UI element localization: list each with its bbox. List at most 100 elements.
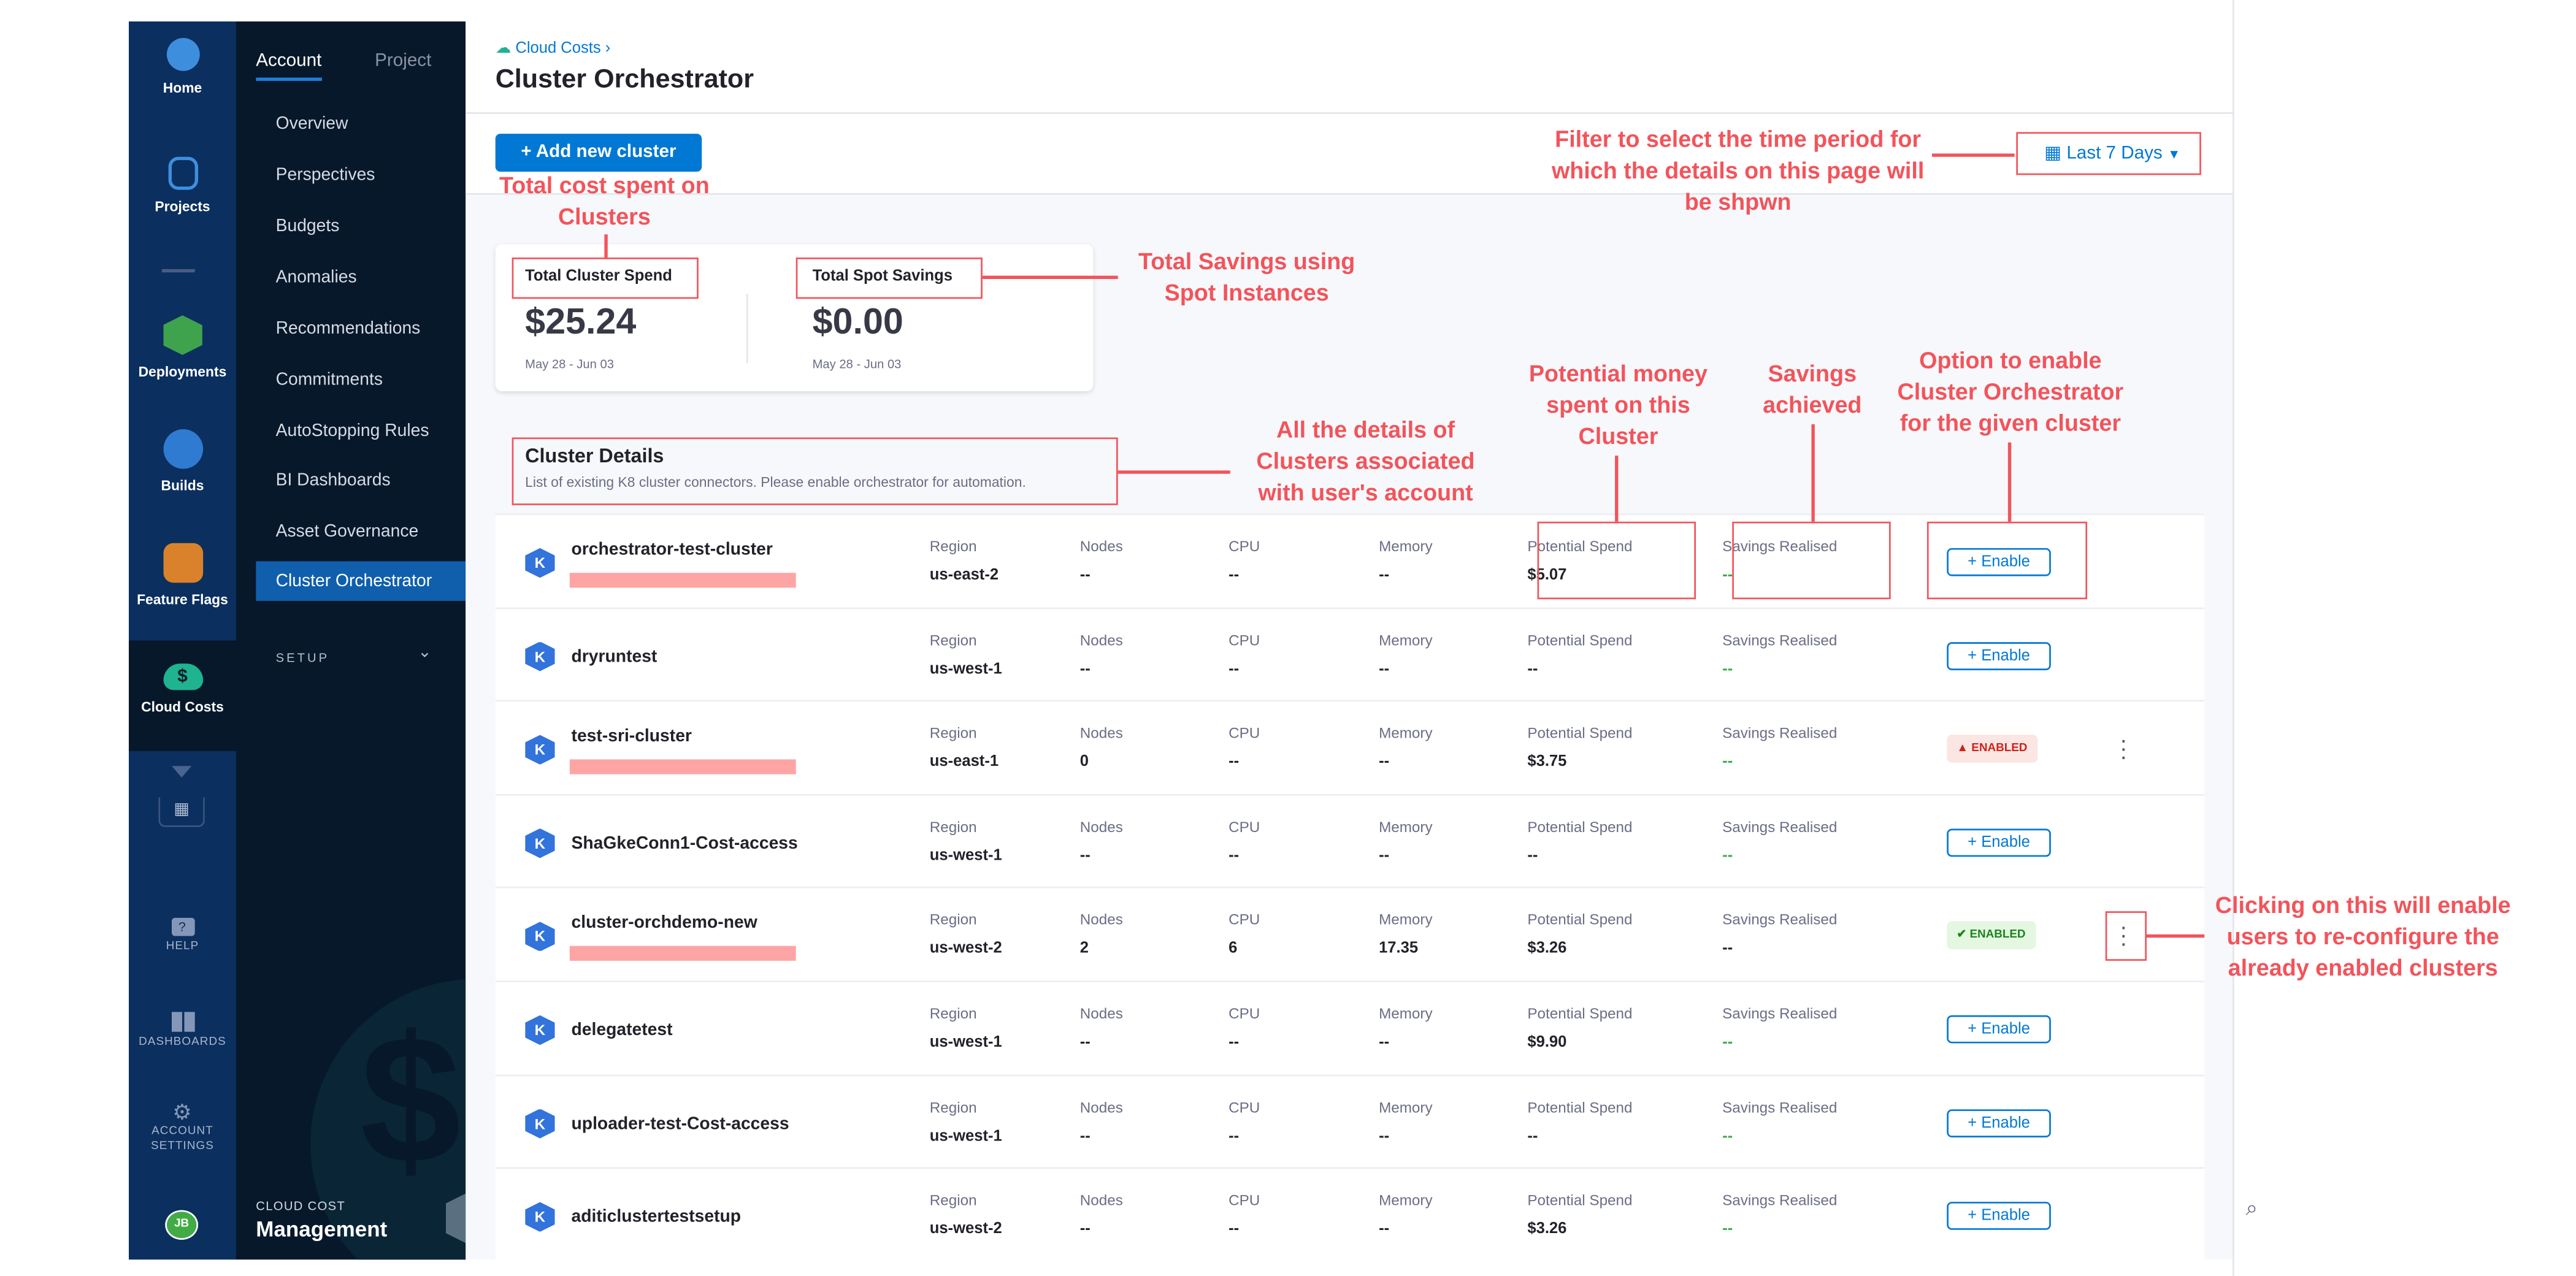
cluster-name[interactable]: dryruntest — [571, 646, 657, 667]
annotation-box — [1537, 521, 1696, 600]
sidebar-item-commitments[interactable]: Commitments — [275, 370, 383, 390]
sidebar-item-asset-governance[interactable]: Asset Governance — [275, 521, 419, 542]
cluster-name[interactable]: uploader-test-Cost-access — [571, 1114, 789, 1134]
cell-savings: Savings Realised -- — [1722, 1099, 1837, 1145]
cluster-name[interactable]: delegatetest — [571, 1020, 673, 1041]
enable-button[interactable]: + Enable — [1947, 641, 2051, 670]
cell-value: 6 — [1229, 939, 1238, 958]
main-nav-rail: Home Projects Deployments Builds Feature… — [128, 21, 236, 1260]
breadcrumb-link[interactable]: Cloud Costs — [515, 39, 601, 58]
cell-label: Savings Realised — [1722, 1098, 1838, 1115]
sidebar-item-recommendations[interactable]: Recommendations — [275, 318, 421, 338]
more-options-icon[interactable]: · · · — [2119, 727, 2128, 770]
cluster-name[interactable]: ShaGkeConn1-Cost-access — [571, 833, 798, 854]
enable-button[interactable]: + Enable — [1947, 548, 2051, 576]
nav-projects[interactable]: Projects — [129, 156, 236, 215]
cell-value: us-west-2 — [929, 1220, 1002, 1239]
chat-support-icon[interactable]: ⌕ — [2245, 1195, 2258, 1220]
all-modules-grid-icon[interactable]: ▦ — [158, 797, 205, 827]
cell-label: Region — [929, 538, 977, 555]
nav-dashboards[interactable]: DASHBOARDS — [129, 1012, 236, 1049]
cluster-name[interactable]: orchestrator-test-cluster — [571, 540, 773, 560]
page-title: Cluster Orchestrator — [495, 66, 754, 94]
add-new-cluster-button[interactable]: + Add new cluster — [495, 134, 702, 172]
nav-help[interactable]: ? HELP — [129, 917, 236, 952]
cell-value: -- — [1079, 846, 1091, 865]
cell-value: -- — [1079, 1033, 1091, 1052]
cell-value: -- — [1722, 1033, 1733, 1052]
warning-icon: ▲ — [1957, 743, 1969, 755]
annotation-potential: Potential money spent on this Cluster — [1528, 359, 1708, 449]
divider — [2232, 0, 2234, 1276]
collapse-sidebar-button[interactable] — [445, 1193, 466, 1244]
sidebar-item-anomalies[interactable]: Anomalies — [275, 267, 357, 288]
cell-label: Memory — [1379, 1192, 1433, 1209]
nav-home[interactable]: Home — [129, 31, 236, 96]
enabled-badge: ✔ ENABLED — [1947, 922, 2036, 950]
enable-button[interactable]: + Enable — [1947, 828, 2051, 857]
setup-section[interactable]: SETUP — [275, 650, 330, 665]
sidebar-item-overview[interactable]: Overview — [275, 113, 348, 134]
nav-cloud-costs-selected[interactable]: $ Cloud Costs — [128, 640, 236, 751]
cell-label: Region — [929, 1098, 977, 1115]
feature-flags-icon — [163, 543, 202, 583]
nav-deployments[interactable]: Deployments — [129, 315, 236, 380]
chevron-down-icon[interactable]: ⌄ — [418, 643, 432, 662]
cluster-name[interactable]: test-sri-cluster — [571, 727, 692, 747]
sidebar-item-autostopping[interactable]: AutoStopping Rules — [275, 421, 429, 441]
cell-memory: Memory -- — [1379, 632, 1433, 678]
date-filter-value: Last 7 Days — [2066, 143, 2163, 164]
enable-button[interactable]: + Enable — [1947, 1015, 2051, 1044]
cell-cpu: CPU -- — [1229, 819, 1260, 865]
cell-value: -- — [1722, 846, 1733, 865]
annotation-arrow — [1615, 456, 1618, 522]
cell-label: Nodes — [1079, 538, 1123, 555]
cell-cpu: CPU -- — [1229, 1192, 1260, 1238]
badge-text: ENABLED — [1969, 930, 2026, 942]
enable-button[interactable]: + Enable — [1947, 1202, 2051, 1231]
kubernetes-icon: K — [525, 922, 555, 952]
cell-spend: Potential Spend -- — [1527, 819, 1632, 865]
expand-more-icon[interactable] — [171, 766, 192, 778]
spot-savings-label: Total Spot Savings — [812, 267, 953, 286]
sidebar-item-budgets[interactable]: Budgets — [275, 216, 340, 236]
cell-label: Potential Spend — [1527, 538, 1633, 555]
cell-label: Savings Realised — [1722, 818, 1838, 835]
cell-nodes: Nodes -- — [1080, 632, 1123, 678]
cell-nodes: Nodes -- — [1080, 819, 1123, 865]
cell-label: Nodes — [1079, 1005, 1123, 1022]
cell-memory: Memory -- — [1379, 1099, 1433, 1145]
cell-value: $3.26 — [1527, 939, 1567, 958]
divider — [746, 294, 748, 364]
cell-label: Region — [929, 1192, 977, 1209]
cell-spend: Potential Spend $3.75 — [1527, 725, 1632, 771]
nav-builds[interactable]: Builds — [129, 429, 236, 494]
cell-label: Region — [929, 1005, 977, 1022]
cell-label: Nodes — [1079, 1192, 1123, 1209]
cell-spend: Potential Spend $3.26 — [1527, 1192, 1632, 1238]
sidebar-item-cluster-orchestrator[interactable]: Cluster Orchestrator — [256, 561, 466, 601]
cluster-name[interactable]: aditiclustertestsetup — [571, 1207, 742, 1227]
cell-value: -- — [1527, 659, 1538, 678]
sidebar-item-perspectives[interactable]: Perspectives — [275, 165, 375, 185]
cell-label: Nodes — [1079, 912, 1123, 929]
tab-account[interactable]: Account — [256, 51, 322, 81]
avatar[interactable]: JB — [165, 1210, 199, 1240]
tab-project[interactable]: Project — [375, 51, 432, 71]
breadcrumb[interactable]: ☁ Cloud Costs › — [495, 39, 611, 58]
cell-value: us-west-1 — [929, 1126, 1002, 1145]
nav-feature-flags[interactable]: Feature Flags — [129, 543, 236, 608]
cell-region: Region us-west-2 — [930, 1192, 1002, 1238]
date-filter-dropdown[interactable]: ▦ Last 7 Days ▼ — [2021, 136, 2196, 172]
cell-label: Potential Spend — [1527, 818, 1633, 835]
cluster-name[interactable]: cluster-orchdemo-new — [571, 913, 757, 934]
spot-savings-value: $0.00 — [812, 300, 903, 342]
cell-label: Potential Spend — [1527, 912, 1633, 929]
cell-label: Savings Realised — [1722, 725, 1838, 742]
sidebar-item-bi-dashboards[interactable]: BI Dashboards — [275, 470, 391, 491]
annotation-arrow — [604, 234, 607, 258]
enable-button[interactable]: + Enable — [1947, 1109, 2051, 1137]
nav-account-settings[interactable]: ⚙ ACCOUNT SETTINGS — [129, 1101, 236, 1154]
